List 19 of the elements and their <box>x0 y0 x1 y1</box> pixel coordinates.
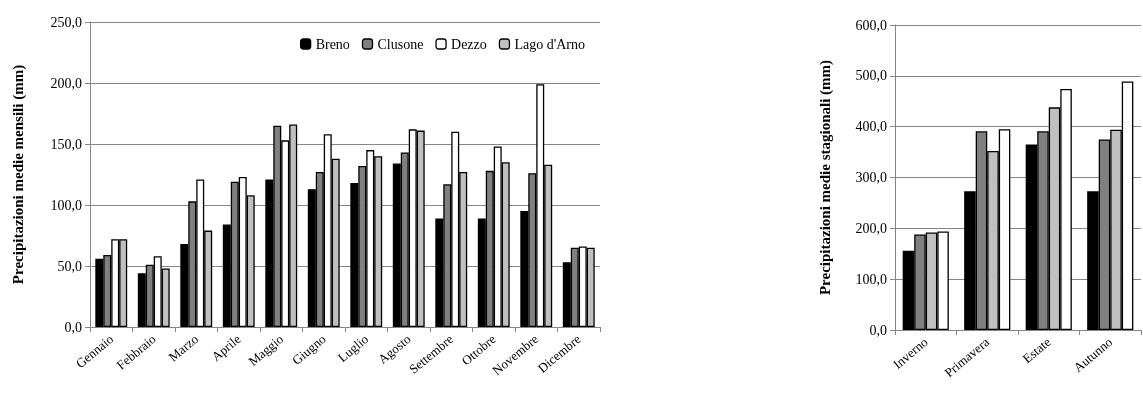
y-tick-label: 200,0 <box>50 75 82 91</box>
y-tick-label: 50,0 <box>57 258 82 274</box>
legend-label: Lago d'Arno <box>514 36 585 52</box>
y-tick-label: 500,0 <box>855 68 887 84</box>
y-tick-label: 0,0 <box>869 322 887 338</box>
y-tick-label: 0,0 <box>64 319 82 335</box>
y-tick-label: 100,0 <box>50 197 82 213</box>
y-tick-label: 600,0 <box>855 17 887 33</box>
y-axis-title: Precipitazioni medie stagionali (mm) <box>817 59 834 296</box>
legend-label: Clusone <box>377 36 424 52</box>
y-tick-label: 100,0 <box>855 271 887 287</box>
y-tick-label: 300,0 <box>855 170 887 185</box>
y-tick-label: 250,0 <box>50 14 82 30</box>
y-tick-label: 150,0 <box>50 136 82 152</box>
legend-label: Dezzo <box>451 36 487 52</box>
y-tick-label: 400,0 <box>855 119 887 135</box>
legend-label: Breno <box>315 36 350 52</box>
y-axis-title: Precipitazioni medie mensili (mm) <box>10 64 27 285</box>
y-tick-label: 200,0 <box>855 220 887 236</box>
